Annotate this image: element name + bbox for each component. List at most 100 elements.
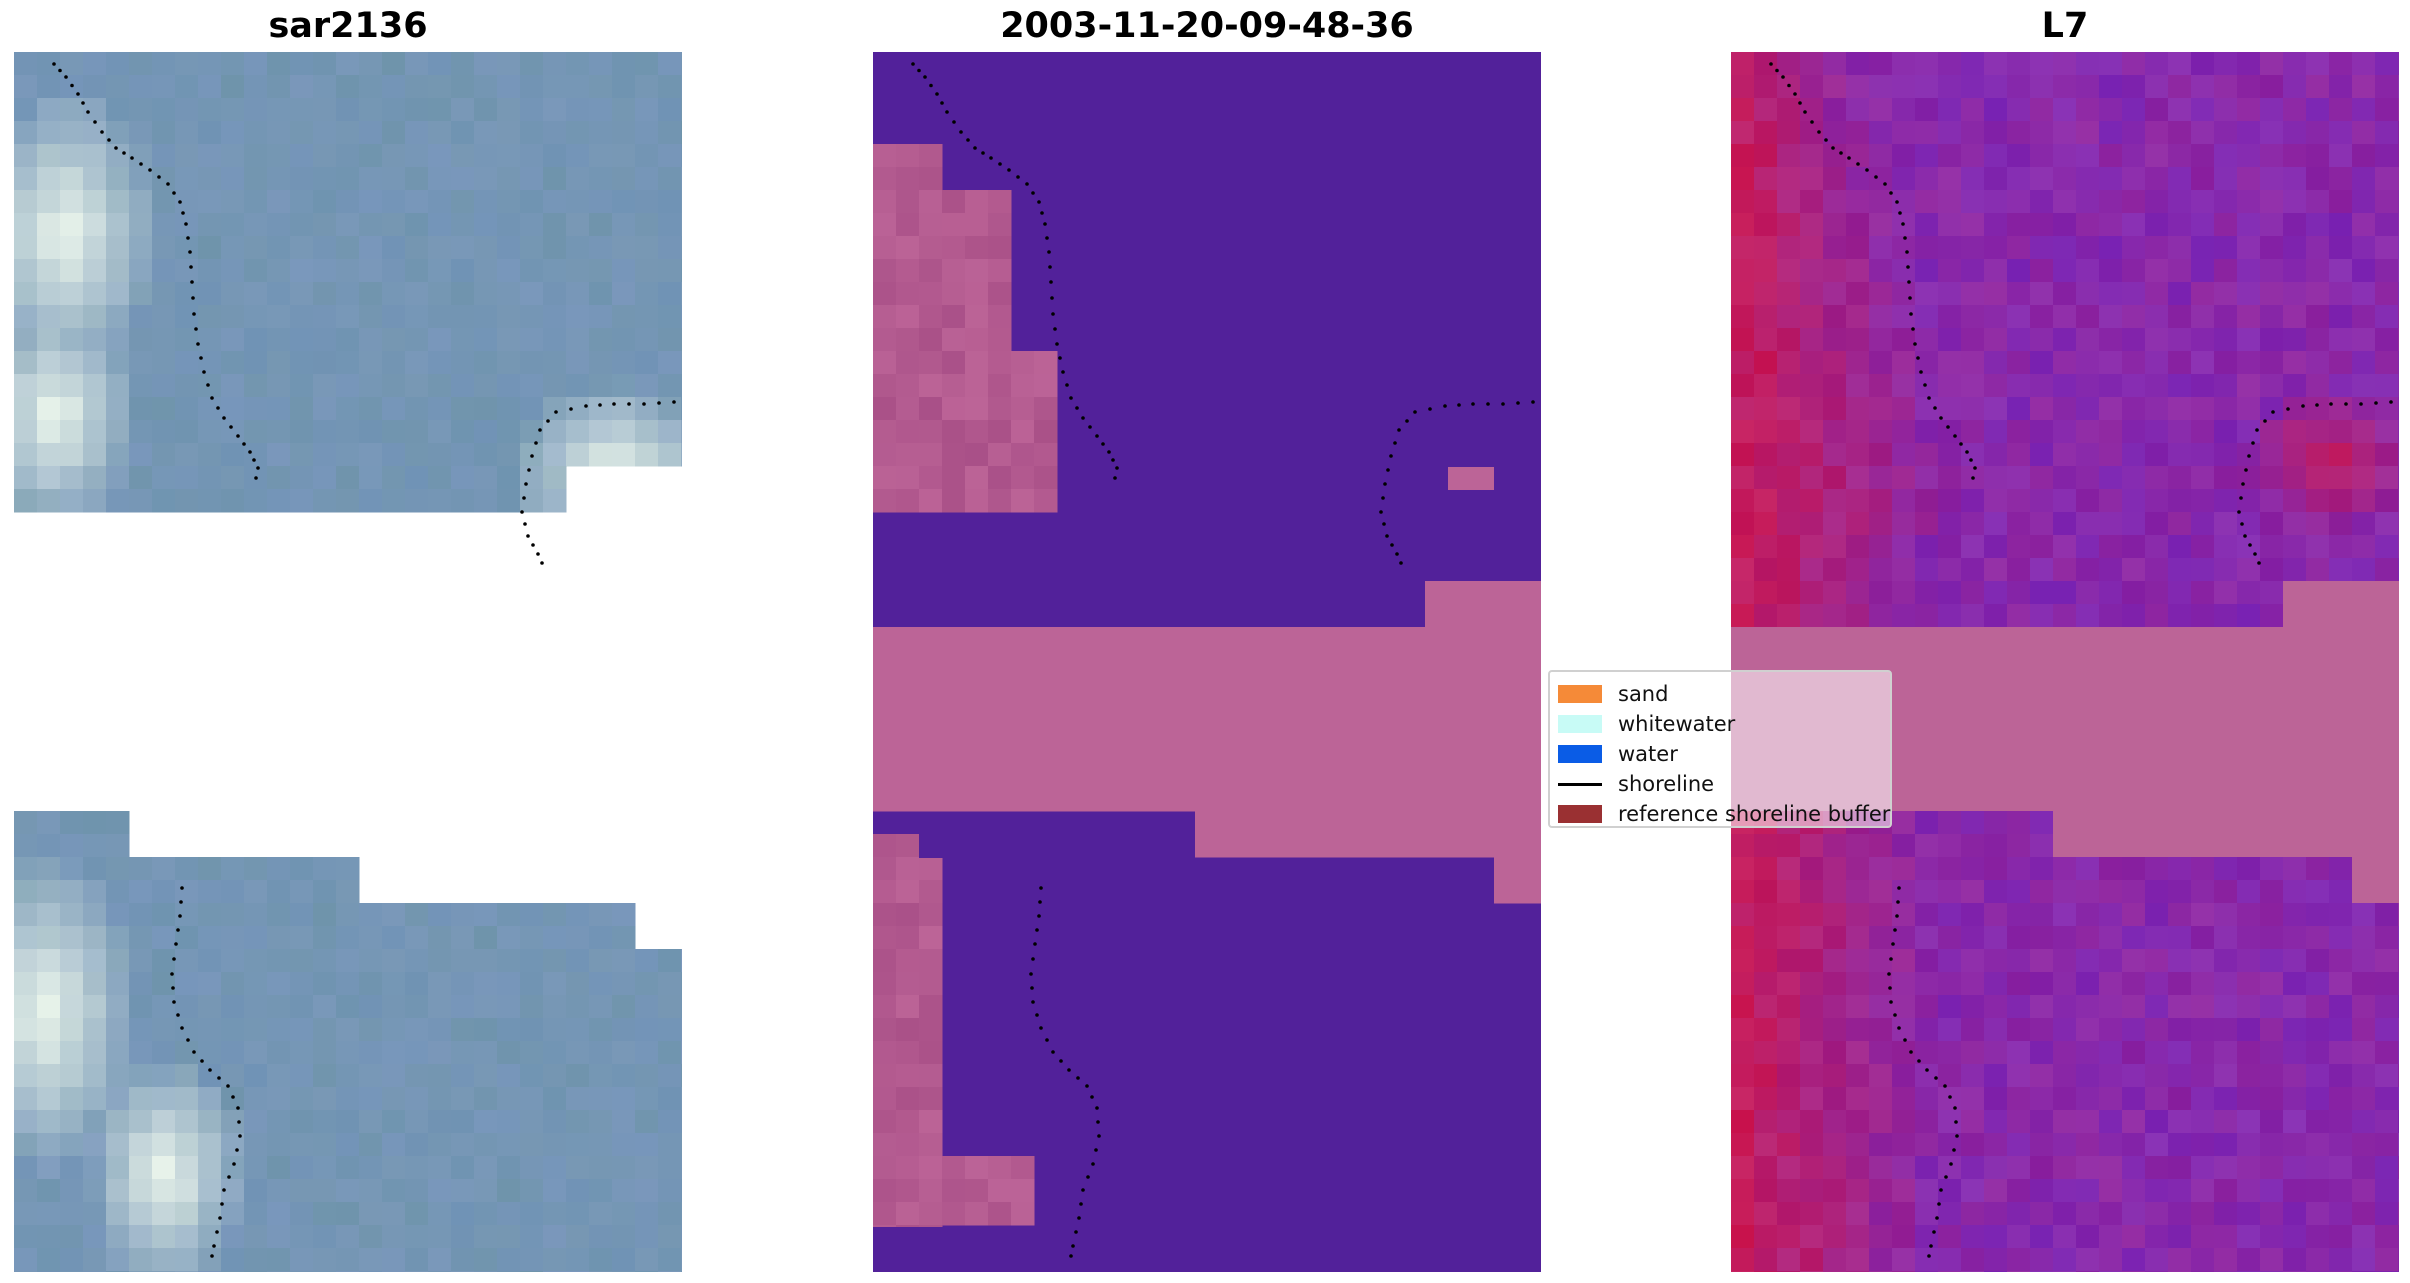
rgb-pixel [60, 351, 84, 375]
index-pixel [2007, 949, 2031, 973]
shoreline-dot [1874, 175, 1878, 179]
rgb-pixel [520, 190, 544, 214]
classified-pixel [1356, 719, 1380, 743]
classified-pixel [896, 949, 920, 973]
rgb-pixel [566, 121, 590, 145]
rgb-pixel [635, 144, 659, 168]
index-pixel [1754, 1271, 1778, 1272]
index-pixel [2329, 949, 2353, 973]
rgb-pixel [83, 213, 107, 237]
rgb-pixel [543, 282, 567, 306]
rgb-pixel [566, 903, 590, 927]
index-pixel [1846, 1271, 1870, 1272]
index-pixel [1915, 972, 1939, 996]
index-pixel [1915, 512, 1939, 536]
rgb-pixel [681, 1110, 682, 1134]
shoreline-dot [1071, 1244, 1075, 1248]
index-pixel [1938, 811, 1962, 835]
index-pixel [2168, 1156, 2192, 1180]
shoreline-dot [1081, 1188, 1085, 1192]
rgb-pixel [244, 52, 268, 76]
rgb-pixel [566, 1225, 590, 1249]
rgb-pixel [37, 857, 61, 881]
shoreline-dot [181, 211, 185, 215]
rgb-pixel [83, 1179, 107, 1203]
rgb-pixel [474, 1087, 498, 1111]
classified-pixel [1011, 489, 1035, 513]
index-pixel [2283, 466, 2307, 490]
shoreline-dot [2241, 482, 2245, 486]
index-pixel [1846, 259, 1870, 283]
classified-pixel [1402, 834, 1426, 858]
index-pixel [1754, 52, 1778, 76]
rgb-pixel [382, 1202, 406, 1226]
rgb-pixel [635, 1225, 659, 1249]
classified-pixel [896, 259, 920, 283]
rgb-pixel [221, 1041, 245, 1065]
rgb-pixel [37, 1018, 61, 1042]
index-pixel [1731, 1248, 1755, 1272]
classified-pixel [942, 1179, 966, 1203]
rgb-pixel [543, 466, 567, 490]
rgb-pixel [474, 466, 498, 490]
index-pixel [1800, 972, 1824, 996]
rgb-pixel [497, 1133, 521, 1157]
rgb-pixel [428, 1041, 452, 1065]
shoreline-dot [1067, 1068, 1071, 1072]
rgb-pixel [106, 926, 130, 950]
rgb-pixel [336, 52, 360, 76]
index-pixel [1869, 1225, 1893, 1249]
index-pixel [2375, 627, 2399, 651]
rgb-pixel [221, 1018, 245, 1042]
rgb-pixel [83, 443, 107, 467]
rgb-pixel [244, 351, 268, 375]
shoreline-dot [1929, 1244, 1933, 1248]
index-pixel [1846, 397, 1870, 421]
index-pixel [1754, 949, 1778, 973]
shoreline-dot [1065, 383, 1069, 387]
index-pixel [1777, 834, 1801, 858]
legend-item-shoreline: shoreline [1558, 771, 1714, 797]
shoreline-dot [1907, 280, 1911, 284]
rgb-pixel [359, 443, 383, 467]
shoreline-dot [192, 312, 196, 316]
rgb-pixel [497, 1041, 521, 1065]
index-pixel [2007, 1179, 2031, 1203]
classified-pixel [919, 167, 943, 191]
index-pixel [2145, 144, 2169, 168]
rgb-pixel [60, 972, 84, 996]
index-pixel [2145, 213, 2169, 237]
index-pixel [1915, 857, 1939, 881]
classified-pixel [896, 719, 920, 743]
shoreline-dot [186, 1038, 190, 1042]
rgb-pixel [612, 1018, 636, 1042]
index-pixel [2007, 512, 2031, 536]
shoreline-dot [2344, 402, 2348, 406]
legend-item-sand: sand [1558, 681, 1668, 707]
shoreline-dot [215, 1230, 219, 1234]
rgb-pixel [451, 1087, 475, 1111]
rgb-pixel [14, 305, 38, 329]
rgb-pixel [175, 1110, 199, 1134]
index-pixel [1777, 420, 1801, 444]
rgb-pixel [543, 1202, 567, 1226]
classified-pixel [1517, 627, 1541, 651]
index-pixel [2237, 581, 2261, 605]
index-pixel [1984, 236, 2008, 260]
rgb-pixel [382, 213, 406, 237]
rgb-pixel [83, 167, 107, 191]
index-pixel [1892, 834, 1916, 858]
classified-pixel [896, 857, 920, 881]
index-pixel [1823, 903, 1847, 927]
index-pixel [2398, 1179, 2399, 1203]
classified-pixel [1126, 696, 1150, 720]
index-pixel [1823, 650, 1847, 674]
index-pixel [2145, 305, 2169, 329]
index-pixel [1915, 834, 1939, 858]
rgb-pixel [428, 121, 452, 145]
index-pixel [1800, 926, 1824, 950]
rgb-pixel [543, 949, 567, 973]
rgb-pixel [497, 52, 521, 76]
index-pixel [2076, 1087, 2100, 1111]
rgb-pixel [359, 995, 383, 1019]
